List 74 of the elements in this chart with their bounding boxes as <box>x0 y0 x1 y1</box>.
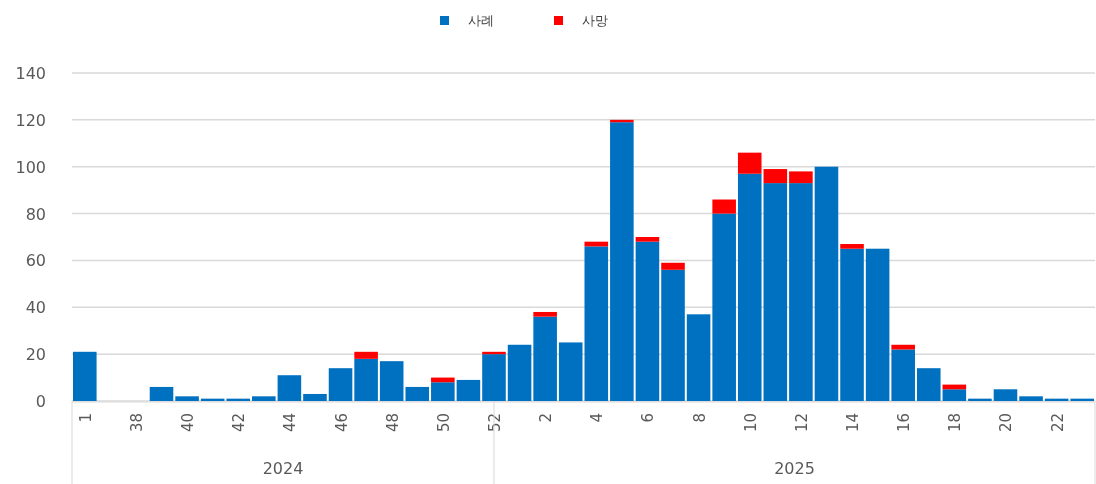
x-tick-label: 50 <box>434 413 453 433</box>
x-tick-label: 42 <box>230 413 249 433</box>
bar <box>661 269 685 401</box>
x-tick-label: 18 <box>946 413 965 433</box>
text: 2024 <box>262 459 304 478</box>
x-tick-label: 46 <box>332 413 351 433</box>
x-tick-label: 1 <box>76 413 95 423</box>
bar <box>789 171 813 184</box>
y-tick-label: 40 <box>25 298 46 318</box>
bar <box>916 368 941 401</box>
bar <box>533 311 557 317</box>
y-tick-label: 60 <box>25 251 46 271</box>
x-tick-label: 8 <box>690 413 709 423</box>
y-tick-label: 100 <box>15 157 46 177</box>
x-tick-label: 20 <box>997 413 1016 433</box>
text: 2025 <box>774 459 815 478</box>
bar <box>277 375 302 401</box>
bar <box>1019 396 1043 401</box>
x-tick-label: 10 <box>741 413 760 433</box>
x-tick-label: 52 <box>485 413 504 433</box>
bar <box>891 349 915 401</box>
bar <box>507 344 532 401</box>
bar <box>354 351 378 359</box>
legend-label: 사례 <box>468 13 494 28</box>
x-tick-label: 2 <box>537 413 556 423</box>
x-tick-label: 22 <box>1048 413 1067 433</box>
bar <box>814 166 839 401</box>
bar <box>635 241 660 401</box>
bar <box>482 354 506 401</box>
bar <box>763 183 788 401</box>
bar <box>840 248 864 401</box>
bar <box>149 386 174 401</box>
bar <box>686 314 711 401</box>
x-tick-label: 48 <box>383 413 402 433</box>
bar <box>712 199 736 214</box>
y-tick-label: 140 <box>15 64 46 83</box>
bar <box>661 262 685 270</box>
bar <box>737 152 762 174</box>
x-tick-label: 6 <box>639 413 658 423</box>
y-tick-label: 80 <box>25 204 46 224</box>
bar <box>584 246 609 401</box>
x-tick-label: 38 <box>127 413 146 433</box>
bar <box>865 248 890 401</box>
bar <box>405 386 430 401</box>
bar <box>737 173 762 401</box>
bar <box>712 213 736 401</box>
bar <box>789 183 813 401</box>
bar <box>73 351 97 401</box>
bar <box>379 361 404 401</box>
bar <box>558 342 583 401</box>
bar <box>840 244 864 249</box>
bar <box>942 389 967 401</box>
bar <box>303 393 327 401</box>
bar <box>354 358 378 401</box>
x-tick-label: 4 <box>588 413 607 423</box>
bar <box>993 389 1018 401</box>
bar <box>763 169 788 184</box>
bar <box>635 237 660 242</box>
legend-label: 사망 <box>582 13 608 28</box>
bar <box>431 382 455 401</box>
bar <box>252 396 276 401</box>
x-tick-label: 44 <box>281 413 300 433</box>
y-tick-label: 120 <box>15 110 46 130</box>
y-tick-label: 0 <box>35 392 46 411</box>
y-tick-label: 20 <box>25 345 46 365</box>
bar <box>175 396 199 401</box>
bar <box>328 368 353 401</box>
x-tick-label: 16 <box>895 413 914 433</box>
bar <box>610 122 634 401</box>
x-tick-label: 12 <box>792 413 811 433</box>
bar <box>533 316 557 401</box>
x-tick-label: 40 <box>179 413 198 433</box>
bar <box>456 379 481 401</box>
x-tick-label: 14 <box>844 413 863 433</box>
